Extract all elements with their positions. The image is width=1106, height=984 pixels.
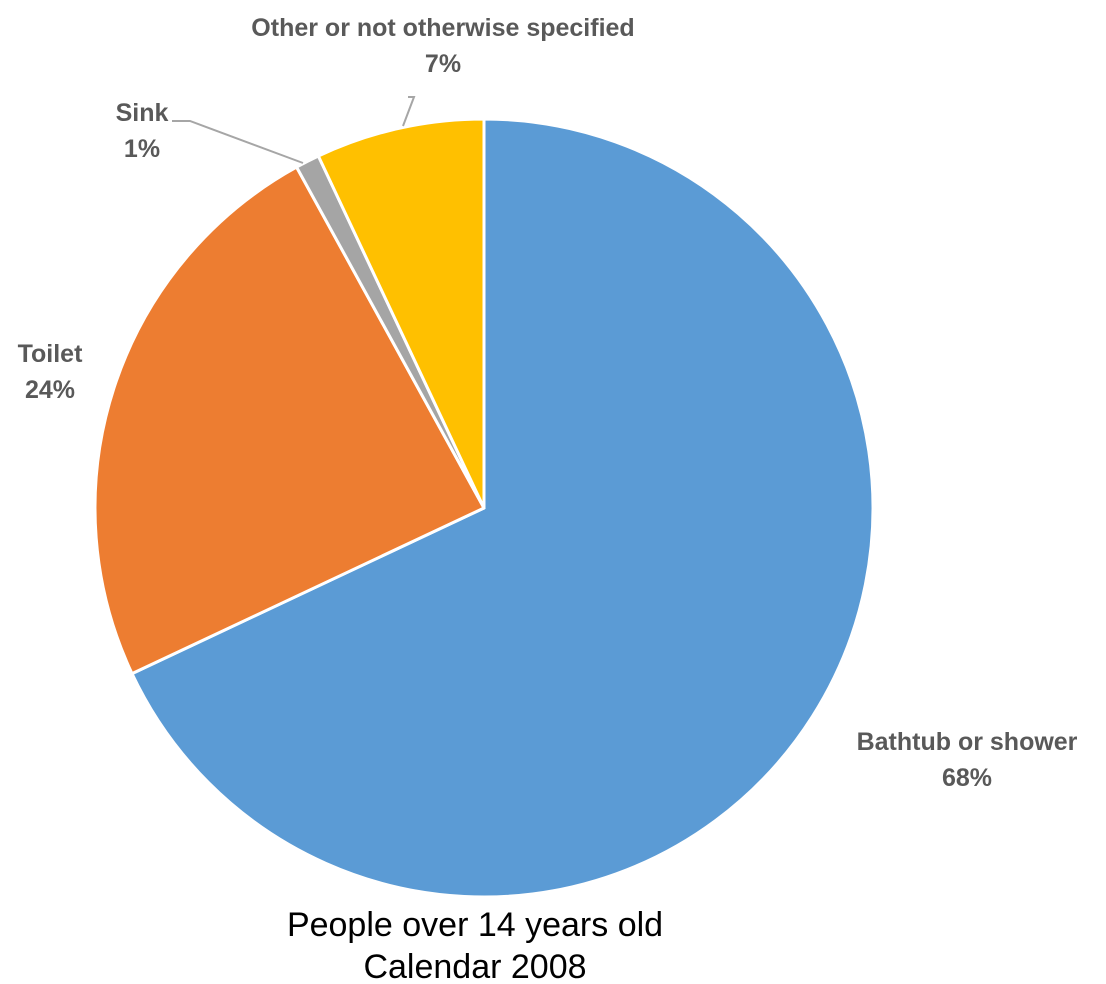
slice-labels: Bathtub or shower 68% Toilet 24% Sink 1% Other… bbox=[18, 14, 1078, 792]
slice-sink-percent-label: 1% bbox=[124, 135, 160, 163]
slice-toilet bbox=[93, 165, 486, 676]
slice-other bbox=[316, 117, 486, 510]
leader-lines bbox=[172, 96, 416, 164]
slice-bathtub-or-shower-percent-label: 68% bbox=[942, 764, 992, 792]
slice-toilet-label: Toilet bbox=[18, 340, 83, 368]
slice-sink-label: Sink bbox=[116, 99, 169, 127]
slice-toilet-percent-label: 24% bbox=[25, 376, 75, 404]
slice-other-label: Other or not otherwise specified bbox=[251, 14, 634, 42]
slice-other-leader-line bbox=[402, 96, 416, 127]
slice-bathtub-or-shower bbox=[130, 117, 875, 899]
slice-sink-leader-line bbox=[172, 120, 304, 164]
slice-other-percent-label: 7% bbox=[425, 50, 461, 78]
chart-caption-line-2: Calendar 2008 bbox=[363, 948, 586, 984]
slices-layer bbox=[93, 117, 875, 899]
slice-bathtub-or-shower-label: Bathtub or shower bbox=[857, 728, 1078, 756]
chart-caption-line-1: People over 14 years old bbox=[287, 906, 663, 944]
